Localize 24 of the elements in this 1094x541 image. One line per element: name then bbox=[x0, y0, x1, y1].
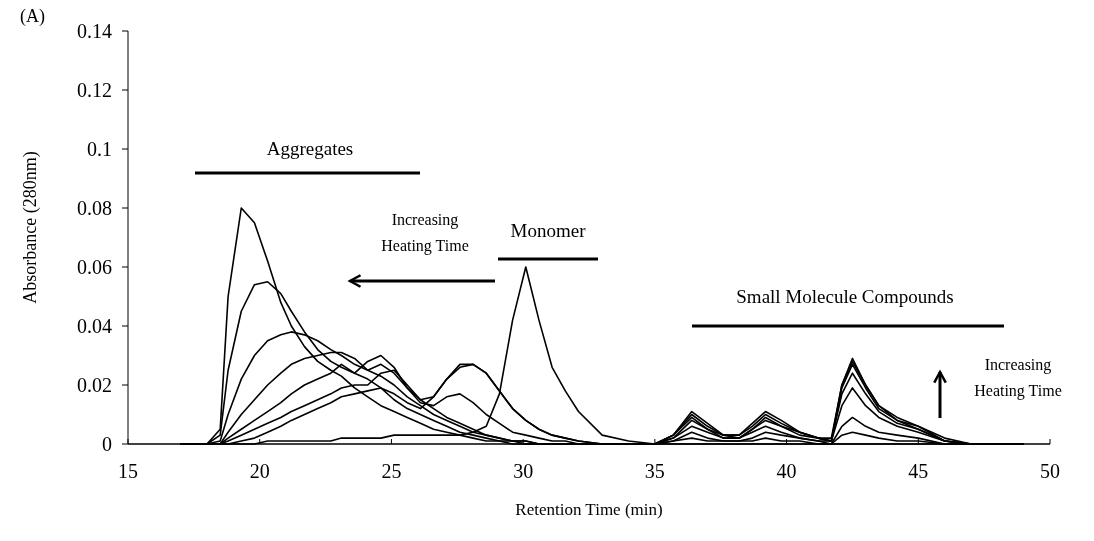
x-axis-title: Retention Time (min) bbox=[515, 500, 663, 519]
annotation: Increasing Heating Time bbox=[381, 211, 469, 256]
x-tick-label: 40 bbox=[776, 460, 797, 482]
x-tick-label: 20 bbox=[249, 460, 270, 482]
x-tick-label: 25 bbox=[381, 460, 402, 482]
annotation: Small Molecule Compounds bbox=[736, 286, 954, 307]
y-tick-label: 0.04 bbox=[77, 315, 112, 337]
y-tick-label: 0.14 bbox=[77, 20, 112, 42]
y-tick-label: 0.1 bbox=[87, 138, 112, 160]
y-axis-title: Absorbance (280nm) bbox=[20, 151, 41, 304]
x-tick-label: 50 bbox=[1040, 460, 1060, 482]
y-tick-label: 0.08 bbox=[77, 197, 112, 219]
y-tick-label: 0.06 bbox=[77, 256, 112, 278]
y-tick-label: 0.02 bbox=[77, 374, 112, 396]
annotation: Aggregates bbox=[266, 138, 354, 159]
x-tick-label: 15 bbox=[118, 460, 138, 482]
chart-title: (A) bbox=[20, 6, 45, 27]
annotation: Monomer bbox=[510, 220, 587, 241]
annotation: Increasing Heating Time bbox=[974, 356, 1062, 401]
y-tick-label: 0.12 bbox=[77, 79, 112, 101]
x-tick-label: 45 bbox=[908, 460, 929, 482]
x-tick-label: 30 bbox=[513, 460, 534, 482]
x-tick-label: 35 bbox=[644, 460, 665, 482]
y-tick-label: 0 bbox=[102, 433, 112, 455]
